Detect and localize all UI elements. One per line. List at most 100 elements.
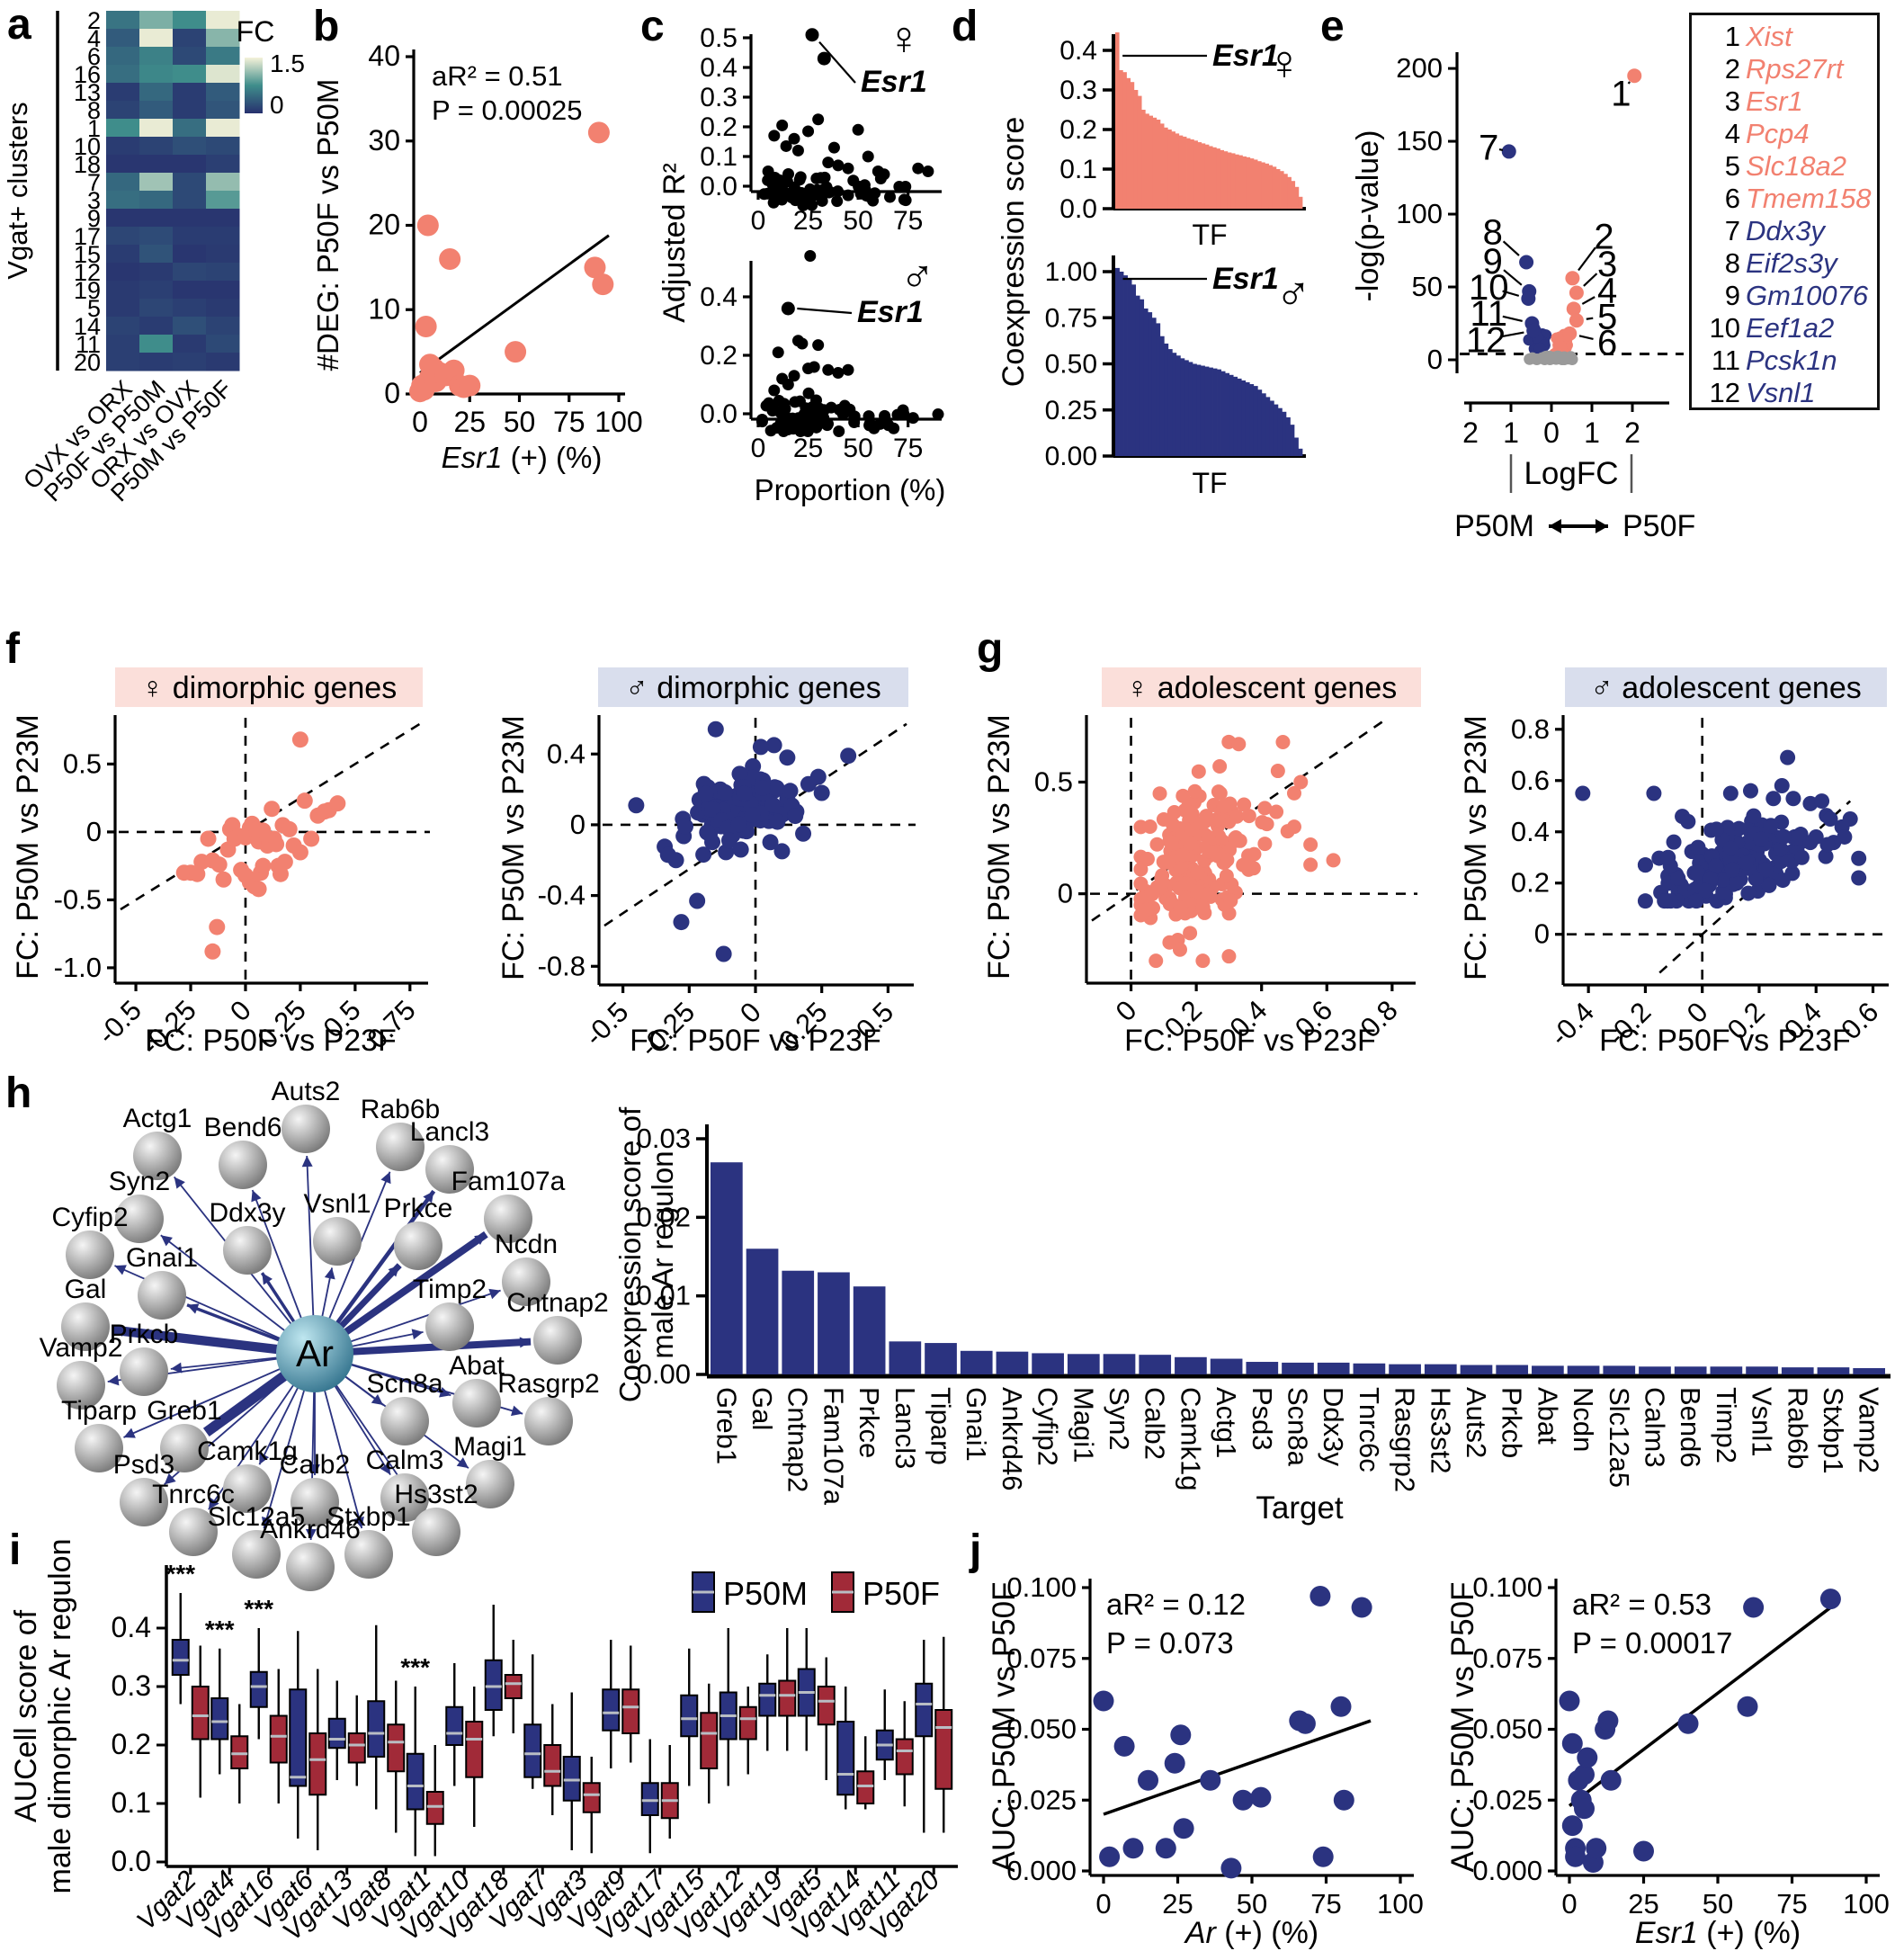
y-tick-label: -0.8 [538, 950, 585, 981]
target-gene-node [524, 1397, 573, 1445]
profile-bar [1225, 372, 1230, 456]
heatmap-row-label: 19 [74, 277, 101, 304]
panel-f-male-dimorphic-scatter: ♂ dimorphic genes-0.5-0.25 0 0.25 0.50.40-0… [496, 667, 916, 1063]
panel-label-f: f [5, 625, 20, 673]
box [562, 1756, 581, 1802]
target-gene-node [502, 1257, 550, 1306]
target-gene-label: Auts2 [272, 1077, 341, 1106]
profile-bar [1257, 161, 1262, 209]
y-tick-label: 0.025 [1006, 1784, 1077, 1815]
target-label: Gal [746, 1387, 778, 1430]
header-band [1102, 667, 1421, 707]
coexpression-bar [1175, 1356, 1207, 1374]
heatmap-cell [139, 47, 174, 66]
profile-bar [1220, 371, 1226, 456]
heatmap-row-label: 17 [74, 223, 101, 250]
target-gene-node [533, 1316, 582, 1365]
coexpression-bar [1496, 1365, 1529, 1374]
target-label: Stxbp1 [1818, 1387, 1849, 1474]
y-tick-label: 20 [368, 209, 400, 241]
labeled-gene-point [1566, 301, 1581, 317]
heatmap-row-label: 13 [74, 79, 101, 106]
target-gene-node [344, 1530, 393, 1579]
coexpression-bar [1353, 1363, 1386, 1374]
x-axis-title: FC: P50F vs P23F [1124, 1024, 1376, 1058]
profile-bar [1197, 142, 1202, 209]
profile-bar [1159, 123, 1165, 209]
profile-bar [1148, 312, 1153, 456]
coexpression-bar [1032, 1353, 1064, 1374]
profile-bar [1126, 77, 1131, 209]
x-tick-label: 25 [793, 206, 823, 236]
profile-bar [1241, 380, 1247, 456]
profile-bar [1193, 140, 1198, 209]
panel-label-j: j [970, 1526, 982, 1574]
heatmap-cell [139, 281, 174, 300]
profile-bar [1115, 267, 1120, 456]
sex-symbol: ♂ [1275, 267, 1312, 321]
target-label: Ddx3y [1318, 1387, 1349, 1466]
heatmap-cell [206, 47, 240, 66]
profile-bar [1151, 318, 1157, 456]
target-gene-label: Tnrc6c [152, 1480, 235, 1509]
heatmap-row-label: 1 [87, 115, 101, 142]
coexpression-bar [1603, 1365, 1636, 1374]
sex-symbol: ♀ [1266, 36, 1303, 90]
profile-bar [1127, 279, 1132, 456]
target-gene-node [394, 1222, 442, 1270]
profile-bar [1283, 174, 1288, 209]
profile-bar [1298, 196, 1303, 209]
x-tick-label: 25 [453, 406, 486, 438]
y-tick-label: 0 [1534, 918, 1550, 950]
x-axis-title: Ar (+) (%) [1184, 1916, 1318, 1950]
y-axis-title: Adjusted R² [657, 163, 692, 323]
target-gene-label: Lancl3 [410, 1117, 489, 1147]
y-tick-label: 0.6 [1511, 765, 1550, 796]
box [210, 1697, 229, 1741]
heatmap-cell [139, 155, 174, 174]
profile-bar [1223, 151, 1229, 209]
y-tick-label: 0.8 [1511, 713, 1550, 745]
heatmap-cell [206, 173, 240, 192]
target-gene-label: Ddx3y [209, 1198, 285, 1228]
target-label: Vsnl1 [1747, 1387, 1778, 1457]
gene-points [175, 731, 346, 960]
svg-text:0.1: 0.1 [1059, 155, 1097, 184]
target-label: Greb1 [711, 1387, 742, 1464]
gene-number-label: 8 [1483, 212, 1503, 252]
coexpression-bar [1424, 1364, 1457, 1374]
profile-bar [1204, 144, 1210, 209]
target-gene-label: Vamp2 [40, 1333, 123, 1363]
svg-text:2: 2 [1462, 416, 1479, 449]
deg-points [409, 121, 614, 403]
target-gene-node [376, 1123, 425, 1171]
x-tick-label: 75 [1310, 1888, 1341, 1920]
gene-list-item: 10 Eef1a2 [1709, 312, 1835, 344]
box [171, 1639, 190, 1676]
target-label: Tiparp [925, 1387, 957, 1465]
target-gene-label: Bend6 [204, 1113, 282, 1142]
profile-bar [1171, 131, 1175, 209]
panel-label-c: c [640, 3, 665, 50]
ar-hub-label: Ar [296, 1332, 334, 1374]
header-title: ♀ adolescent genes [1126, 671, 1398, 705]
profile-bar [1287, 176, 1292, 209]
x-tick-label: 25 [1628, 1888, 1658, 1920]
gene-points [628, 720, 857, 962]
esr1-annotation: Esr1 [857, 295, 924, 329]
target-label: Camk1g [1175, 1387, 1206, 1490]
box [836, 1721, 855, 1796]
target-gene-label: Slc12a5 [208, 1502, 305, 1532]
panel-h-ar-regulon-network: Auts2 Rab6b Actg1 Bend6 Lancl3 Syn2 Fam107a Cyf… [40, 1077, 609, 1591]
svg-text:0.02: 0.02 [637, 1201, 691, 1232]
x-tick-label: 75 [893, 206, 923, 236]
svg-text:0.00: 0.00 [637, 1358, 691, 1390]
heatmap-cell [206, 263, 240, 282]
profile-bar [1175, 133, 1180, 209]
profile-bar [1201, 143, 1206, 209]
heatmap-cell [139, 83, 174, 102]
stat-r2: aR² = 0.53 [1572, 1588, 1712, 1621]
heatmap-cell [139, 29, 174, 48]
target-label: Hs3st2 [1425, 1387, 1456, 1473]
profile-bar [1249, 384, 1255, 456]
